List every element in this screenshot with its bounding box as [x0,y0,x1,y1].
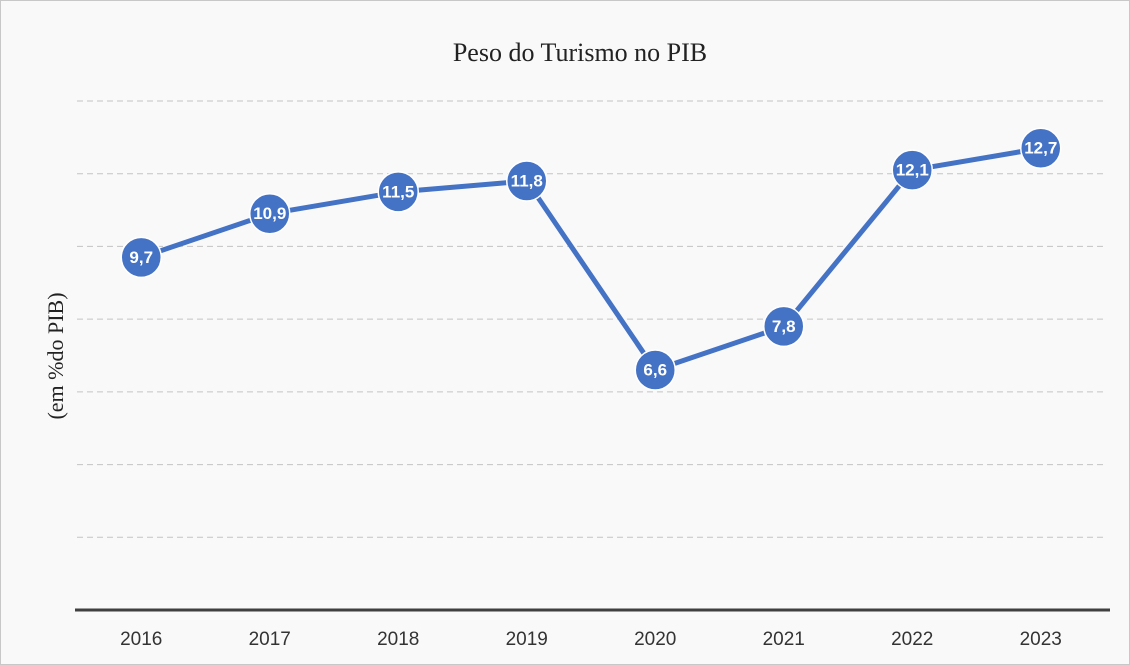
x-tick-label: 2016 [120,629,162,650]
data-point [120,236,162,279]
data-label: 10,9 [253,204,286,223]
data-label: 11,5 [382,182,414,201]
data-label: 11,8 [511,171,543,190]
data-label: 7,8 [772,317,796,336]
data-label: 9,7 [129,248,153,267]
data-label: 12,1 [896,161,929,180]
x-tick-label: 2023 [1020,629,1062,650]
data-point [634,349,676,391]
x-tick-label: 2022 [891,629,933,650]
series-line [140,145,1042,373]
chart-title: Peso do Turismo no PIB [453,38,707,67]
data-point [763,305,805,348]
x-tick-label: 2019 [506,629,548,650]
data-point [891,149,933,191]
x-tick-label: 2020 [634,629,676,650]
data-point [249,192,291,235]
x-tick-label: 2018 [377,629,419,650]
x-tick-label: 2021 [763,629,805,650]
x-tick-label: 2017 [249,629,291,650]
data-point [1020,127,1062,170]
data-point [506,160,548,202]
data-label: 12,7 [1024,139,1057,158]
data-label: 6,6 [643,361,667,380]
y-axis-label: (em %do PIB) [43,292,68,419]
data-point [377,171,419,213]
